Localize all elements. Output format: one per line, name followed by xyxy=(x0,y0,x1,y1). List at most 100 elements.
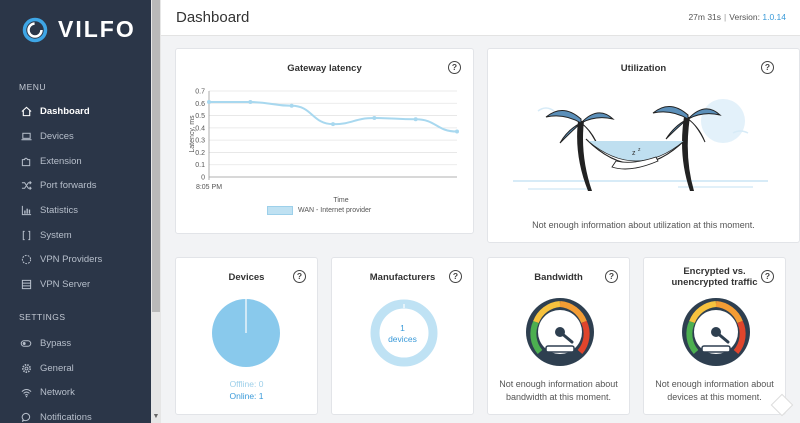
sidebar-item-notifications[interactable]: Notifications xyxy=(0,405,151,423)
help-icon[interactable]: ? xyxy=(448,61,461,74)
wifi-icon xyxy=(20,386,32,398)
y-tick-label: 0 xyxy=(201,175,205,182)
scroll-down-arrow-icon[interactable]: ▼ xyxy=(152,413,160,420)
y-tick-label: 0.4 xyxy=(195,125,205,132)
encrypted-message: Not enough information about devices at … xyxy=(655,379,774,402)
vpn-providers-icon xyxy=(20,253,32,265)
sidebar-item-label: Bypass xyxy=(40,337,72,349)
sidebar-item-label: Statistics xyxy=(40,204,79,216)
sidebar-item-extension[interactable]: Extension xyxy=(0,149,151,173)
card-title: Utilization xyxy=(620,63,667,74)
manufacturers-card: Manufacturers ? 1 devices xyxy=(331,257,474,415)
sidebar-item-network[interactable]: Network xyxy=(0,380,151,404)
manufacturer-count: 1 xyxy=(400,323,405,333)
sidebar-item-bypass[interactable]: Bypass xyxy=(0,331,151,355)
shuffle-icon xyxy=(20,179,32,191)
series-line xyxy=(209,101,458,133)
scrollbar-thumb[interactable] xyxy=(152,0,160,312)
chat-bubble-icon xyxy=(20,411,32,423)
vilfo-logo[interactable]: VILFO xyxy=(22,16,136,43)
bar-chart-icon xyxy=(20,204,32,216)
encrypted-traffic-card: Encrypted vs. unencrypted traffic ? Not … xyxy=(643,257,786,415)
data-point xyxy=(289,103,294,108)
sidebar-scrollbar[interactable]: ▼ xyxy=(151,0,161,423)
sidebar-item-label: Dashboard xyxy=(40,105,90,117)
y-axis-label: Latency, ms xyxy=(189,115,196,153)
data-point xyxy=(413,117,418,122)
y-tick-label: 0.2 xyxy=(195,150,205,157)
sidebar-item-label: Notifications xyxy=(40,411,92,423)
home-icon xyxy=(20,105,32,117)
toggle-icon xyxy=(20,337,32,349)
help-icon[interactable]: ? xyxy=(293,270,306,283)
sidebar-item-label: VPN Providers xyxy=(40,253,103,265)
data-point xyxy=(248,100,253,105)
card-title-line1: Encrypted vs. xyxy=(683,266,746,277)
chart-legend[interactable]: WAN - Internet provider xyxy=(267,206,371,215)
card-title-line2: unencrypted traffic xyxy=(671,277,758,288)
settings-heading: SETTINGS xyxy=(19,312,66,322)
sidebar-item-vpn-server[interactable]: VPN Server xyxy=(0,272,151,296)
sidebar: VILFO MENU Dashboard Devices Extension P… xyxy=(0,0,151,423)
card-title: Devices xyxy=(228,272,265,283)
help-icon[interactable]: ? xyxy=(605,270,618,283)
svg-text:z: z xyxy=(638,147,641,153)
data-point xyxy=(372,116,377,121)
legend-swatch xyxy=(267,206,293,215)
help-icon[interactable]: ? xyxy=(761,61,774,74)
sidebar-item-label: Port forwards xyxy=(40,179,97,191)
y-tick-label: 0.3 xyxy=(195,138,205,145)
sidebar-item-label: System xyxy=(40,229,72,241)
encryption-gauge-icon xyxy=(682,298,750,366)
uptime: 27m 31s xyxy=(688,12,722,22)
page-title: Dashboard xyxy=(176,9,250,26)
help-icon[interactable]: ? xyxy=(761,270,774,283)
sidebar-item-system[interactable]: System xyxy=(0,223,151,247)
devices-card: Devices ? Offline: 0 Online: 1 xyxy=(175,257,318,415)
server-icon xyxy=(20,278,32,290)
sidebar-item-port-forwards[interactable]: Port forwards xyxy=(0,173,151,197)
sidebar-item-dashboard[interactable]: Dashboard xyxy=(0,99,151,123)
sidebar-item-statistics[interactable]: Statistics xyxy=(0,198,151,222)
bandwidth-gauge-icon xyxy=(526,298,594,366)
hammock-illustration: z z xyxy=(513,99,768,191)
puzzle-icon xyxy=(20,155,32,167)
offline-count: Offline: 0 xyxy=(229,379,264,389)
y-tick-label: 0.5 xyxy=(195,113,205,120)
card-title: Bandwidth xyxy=(534,272,583,283)
help-icon[interactable]: ? xyxy=(449,270,462,283)
y-tick-label: 0.1 xyxy=(195,162,205,169)
sidebar-item-label: Network xyxy=(40,386,75,398)
devices-pie-chart xyxy=(212,299,280,367)
version-label: Version: xyxy=(729,12,760,22)
manufacturers-donut-chart xyxy=(370,299,438,367)
bandwidth-message: Not enough information about bandwidth a… xyxy=(499,379,618,402)
legend-label: WAN - Internet provider xyxy=(298,207,372,214)
sidebar-item-label: General xyxy=(40,362,74,374)
bandwidth-card: Bandwidth ? Not enough information about… xyxy=(487,257,630,415)
sidebar-item-label: Devices xyxy=(40,130,74,142)
sidebar-item-devices[interactable]: Devices xyxy=(0,124,151,148)
card-title: Gateway latency xyxy=(287,63,362,74)
data-point xyxy=(455,129,459,134)
laptop-icon xyxy=(20,130,32,142)
sidebar-item-label: VPN Server xyxy=(40,278,91,290)
y-tick-label: 0.7 xyxy=(195,89,205,96)
data-point xyxy=(331,122,335,127)
sidebar-item-vpn-providers[interactable]: VPN Providers xyxy=(0,247,151,271)
system-icon xyxy=(20,229,32,241)
svg-text:z: z xyxy=(632,150,636,157)
manufacturer-unit: devices xyxy=(388,334,417,344)
online-count: Online: 1 xyxy=(229,391,264,401)
logo-text: VILFO xyxy=(58,16,136,42)
utilization-message: Not enough information about utilization… xyxy=(532,220,755,230)
gateway-latency-card: Gateway latency ? 0 0.1 0.2 0.3 0.4 0.5 0.6 0.7… xyxy=(175,48,474,234)
logo-ring-icon xyxy=(22,17,48,42)
version-link[interactable]: 1.0.14 xyxy=(762,12,786,22)
sidebar-item-label: Extension xyxy=(40,155,82,167)
gear-icon xyxy=(20,362,32,374)
x-tick-label: 8:05 PM xyxy=(196,184,222,191)
menu-heading: MENU xyxy=(19,82,47,92)
header-status: 27m 31s | Version: 1.0.14 xyxy=(688,12,786,22)
sidebar-item-general[interactable]: General xyxy=(0,356,151,380)
